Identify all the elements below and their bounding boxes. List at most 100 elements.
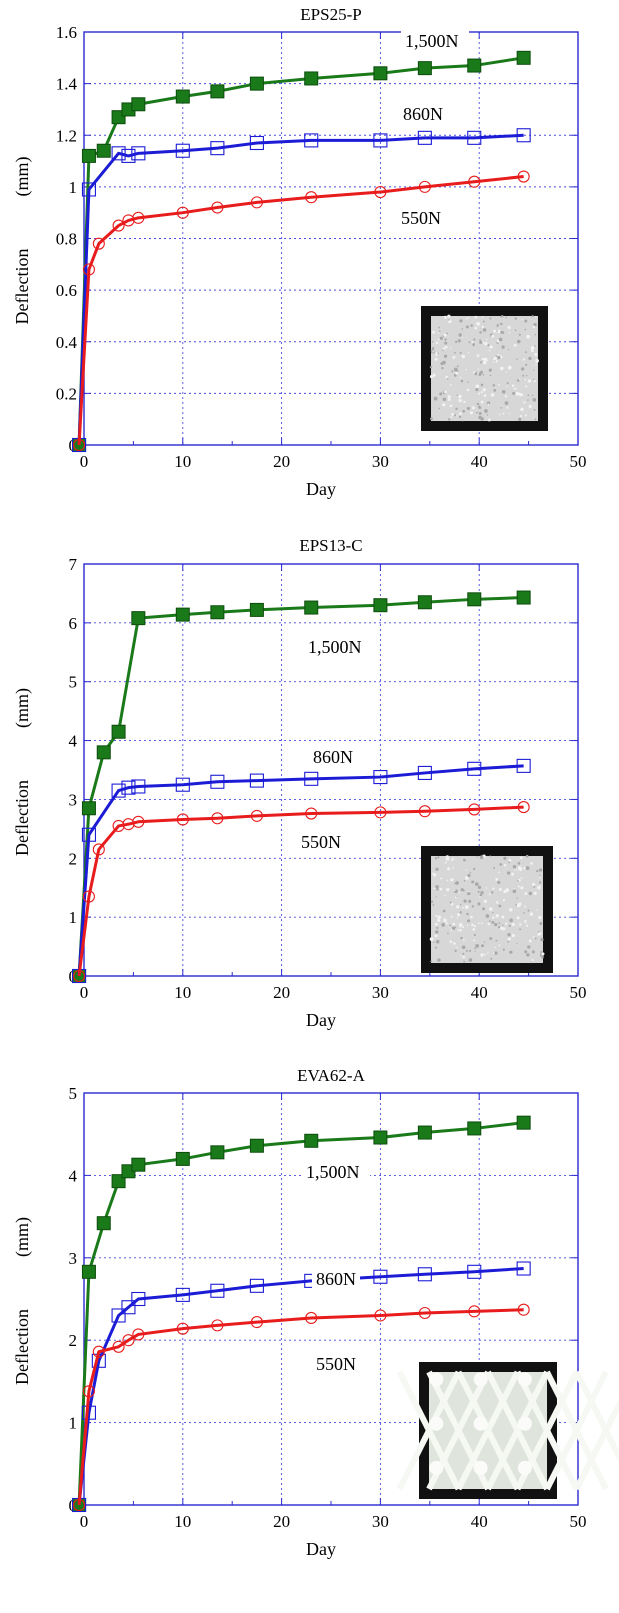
foam-speck xyxy=(477,890,480,893)
lattice-rib xyxy=(396,1370,462,1491)
foam-speck xyxy=(488,893,491,896)
foam-speck xyxy=(477,885,482,889)
data-point xyxy=(92,237,105,250)
foam-speck xyxy=(530,349,534,353)
foam-speck xyxy=(533,891,537,895)
foam-speck xyxy=(487,922,491,926)
data-point xyxy=(112,219,125,232)
data-point xyxy=(373,1130,388,1145)
foam-speck xyxy=(471,406,475,410)
foam-speck xyxy=(534,937,537,940)
foam-speck xyxy=(467,891,471,896)
data-point xyxy=(373,1269,388,1284)
foam-speck xyxy=(449,404,453,408)
foam-speck xyxy=(481,944,485,948)
foam-speck xyxy=(462,955,466,959)
data-point xyxy=(517,170,530,183)
foam-speck xyxy=(431,347,435,350)
data-point xyxy=(73,969,86,983)
y-tick-label: 0.4 xyxy=(56,333,78,352)
foam-speck xyxy=(443,390,447,394)
y-axis-unit: (mm) xyxy=(12,688,33,728)
series-label: 860N xyxy=(403,104,443,124)
foam-speck xyxy=(520,407,524,411)
foam-speck xyxy=(491,891,494,894)
foam-speck xyxy=(508,859,512,862)
foam-speck xyxy=(443,918,447,923)
foam-speck xyxy=(459,412,462,416)
x-axis-label: Day xyxy=(306,1010,336,1030)
foam-speck xyxy=(492,887,495,890)
foam-speck xyxy=(437,856,440,859)
foam-speck xyxy=(453,367,458,372)
foam-speck xyxy=(445,922,448,925)
foam-speck xyxy=(460,888,464,892)
foam-speck xyxy=(536,909,538,911)
foam-speck xyxy=(474,882,479,886)
data-point xyxy=(132,815,145,828)
foam-speck xyxy=(488,920,491,922)
foam-speck xyxy=(471,905,475,908)
foam-speck xyxy=(502,927,506,931)
foam-speck xyxy=(531,315,534,318)
y-tick-label: 1 xyxy=(69,178,78,197)
foam-speck xyxy=(437,338,440,341)
foam-speck xyxy=(432,373,436,377)
y-tick-label: 2 xyxy=(69,1331,78,1350)
y-tick-label: 1 xyxy=(69,1414,78,1433)
foam-speck xyxy=(447,314,451,319)
data-point xyxy=(305,191,318,204)
foam-speck xyxy=(458,923,463,927)
foam-speck xyxy=(505,922,508,925)
foam-speck xyxy=(434,357,438,361)
foam-speck xyxy=(538,881,542,884)
series-1500n: 1,500N xyxy=(72,30,531,452)
foam-speck xyxy=(504,395,508,398)
foam-speck xyxy=(476,402,480,406)
foam-speck xyxy=(518,392,522,396)
foam-speck xyxy=(524,892,528,895)
data-point xyxy=(176,206,189,219)
foam-speck xyxy=(432,872,435,875)
foam-speck xyxy=(477,922,480,925)
data-point xyxy=(373,770,388,785)
foam-speck xyxy=(456,917,459,919)
series-550n: 550N xyxy=(73,1303,530,1512)
foam-speck xyxy=(434,946,437,949)
foam-speck xyxy=(514,329,517,332)
y-tick-label: 5 xyxy=(69,1084,78,1103)
foam-speck xyxy=(497,880,501,885)
foam-speck xyxy=(442,349,444,352)
series-label-background xyxy=(399,103,447,125)
foam-speck xyxy=(541,955,544,959)
foam-speck xyxy=(516,942,518,944)
data-point xyxy=(417,765,432,780)
foam-speck xyxy=(500,322,503,326)
chart-panel-eps25-p: EPS25-P0102030405000.20.40.60.811.21.41.… xyxy=(12,5,587,499)
foam-speck xyxy=(524,920,527,923)
foam-speck xyxy=(524,319,528,323)
foam-speck xyxy=(513,888,515,890)
foam-speck xyxy=(435,885,439,889)
foam-speck xyxy=(525,351,527,354)
foam-speck xyxy=(508,861,511,864)
foam-speck xyxy=(506,386,508,388)
foam-speck xyxy=(465,876,469,880)
foam-speck xyxy=(444,861,447,864)
foam-speck xyxy=(499,863,503,866)
foam-speck xyxy=(454,414,457,417)
foam-speck xyxy=(489,345,493,349)
foam-speck xyxy=(441,366,444,370)
foam-speck xyxy=(465,368,467,371)
foam-speck xyxy=(457,913,461,917)
foam-speck xyxy=(444,338,447,341)
foam-speck xyxy=(465,869,467,871)
foam-speck xyxy=(458,394,462,399)
foam-speck xyxy=(508,924,511,928)
foam-speck xyxy=(495,877,498,881)
foam-speck xyxy=(532,882,536,887)
foam-speck xyxy=(532,325,536,329)
foam-speck xyxy=(496,325,499,328)
foam-speck xyxy=(527,909,530,912)
foam-speck xyxy=(525,922,527,925)
